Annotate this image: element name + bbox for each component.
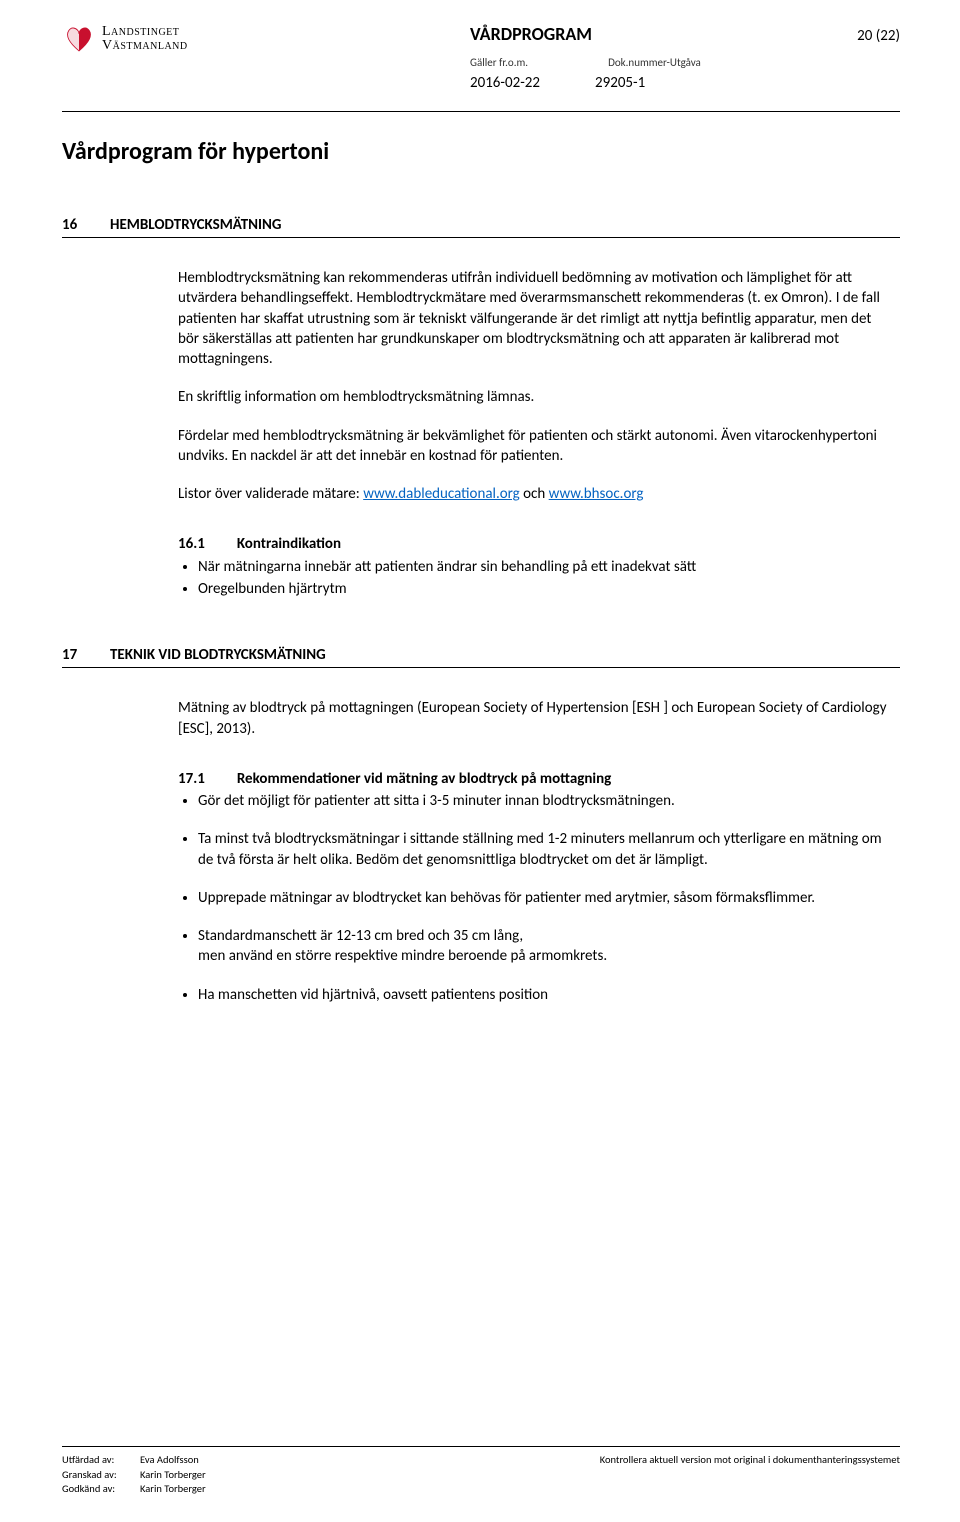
document-title: Vårdprogram för hypertoni xyxy=(62,136,900,168)
list-item: Standardmanschett är 12-13 cm bred och 3… xyxy=(198,926,890,967)
section-16-body: Hemblodtrycksmätning kan rekommenderas u… xyxy=(178,268,890,504)
bullet-list: När mätningarna innebär att patienten än… xyxy=(178,557,890,600)
subsection-number: 17.1 xyxy=(178,769,205,789)
section-17-heading: 17 TEKNIK VID BLODTRYCKSMÄTNING xyxy=(62,645,900,668)
logo-line1: Landstinget xyxy=(102,25,188,39)
header-meta: VÅRDPROGRAM 20 (22) Gäller fr.o.m. Dok.n… xyxy=(470,22,900,93)
approved-by-label: Godkänd av: xyxy=(62,1482,134,1496)
org-logo: Landstinget Västmanland xyxy=(62,22,188,56)
subsection-number: 16.1 xyxy=(178,534,205,554)
section-17-1: 17.1 Rekommendationer vid mätning av blo… xyxy=(178,769,890,1005)
valid-from-label: Gäller fr.o.m. xyxy=(470,56,528,71)
subsection-title: Kontraindikation xyxy=(237,534,341,554)
section-17-body: Mätning av blodtryck på mottagningen (Eu… xyxy=(178,698,890,739)
list-item: Ha manschetten vid hjärtnivå, oavsett pa… xyxy=(198,985,890,1005)
bullet-list: Gör det möjligt för patienter att sitta … xyxy=(178,791,890,1005)
list-item: Upprepade mätningar av blodtrycket kan b… xyxy=(198,888,890,908)
issued-by-value: Eva Adolfsson xyxy=(140,1453,206,1467)
paragraph: En skriftlig information om hemblodtryck… xyxy=(178,387,890,407)
valid-from-value: 2016-02-22 xyxy=(470,73,540,93)
section-16-1: 16.1 Kontraindikation När mätningarna in… xyxy=(178,534,890,599)
list-item: När mätningarna innebär att patienten än… xyxy=(198,557,890,577)
heart-logo-icon xyxy=(62,22,96,56)
footer-rule xyxy=(62,1446,900,1447)
subsection-title: Rekommendationer vid mätning av blodtryc… xyxy=(237,769,611,789)
logo-text: Landstinget Västmanland xyxy=(102,25,188,53)
paragraph: Mätning av blodtryck på mottagningen (Eu… xyxy=(178,698,890,739)
page-header: Landstinget Västmanland VÅRDPROGRAM 20 (… xyxy=(62,22,900,93)
section-title: HEMBLODTRYCKSMÄTNING xyxy=(110,215,281,235)
header-rule xyxy=(62,111,900,112)
doc-number-value: 29205-1 xyxy=(595,73,645,93)
list-item: Gör det möjligt för patienter att sitta … xyxy=(198,791,890,811)
footer-signoff: Utfärdad av: Eva Adolfsson Granskad av: … xyxy=(62,1453,206,1496)
list-item: Ta minst två blodtrycksmätningar i sitta… xyxy=(198,829,890,870)
issued-by-label: Utfärdad av: xyxy=(62,1453,134,1467)
reviewed-by-value: Karin Torberger xyxy=(140,1468,206,1482)
text: Listor över validerade mätare: xyxy=(178,485,363,503)
reviewed-by-label: Granskad av: xyxy=(62,1468,134,1482)
document-page: Landstinget Västmanland VÅRDPROGRAM 20 (… xyxy=(0,0,960,1522)
link-bhsoc[interactable]: www.bhsoc.org xyxy=(549,485,644,503)
doc-type: VÅRDPROGRAM xyxy=(470,22,592,46)
approved-by-value: Karin Torberger xyxy=(140,1482,206,1496)
link-dableducational[interactable]: www.dableducational.org xyxy=(363,485,520,503)
section-number: 17 xyxy=(62,645,86,665)
paragraph: Listor över validerade mätare: www.dable… xyxy=(178,484,890,504)
section-number: 16 xyxy=(62,215,86,235)
page-footer: Utfärdad av: Eva Adolfsson Granskad av: … xyxy=(62,1446,900,1496)
logo-line2: Västmanland xyxy=(102,39,188,53)
text: och xyxy=(520,485,549,503)
list-item: Oregelbunden hjärtrytm xyxy=(198,579,890,599)
paragraph: Hemblodtrycksmätning kan rekommenderas u… xyxy=(178,268,890,369)
footer-note: Kontrollera aktuell version mot original… xyxy=(600,1453,900,1467)
paragraph: Fördelar med hemblodtrycksmätning är bek… xyxy=(178,426,890,467)
doc-number-label: Dok.nummer-Utgåva xyxy=(608,56,701,71)
section-title: TEKNIK VID BLODTRYCKSMÄTNING xyxy=(110,645,326,665)
section-16-heading: 16 HEMBLODTRYCKSMÄTNING xyxy=(62,215,900,238)
page-number: 20 (22) xyxy=(857,26,900,46)
